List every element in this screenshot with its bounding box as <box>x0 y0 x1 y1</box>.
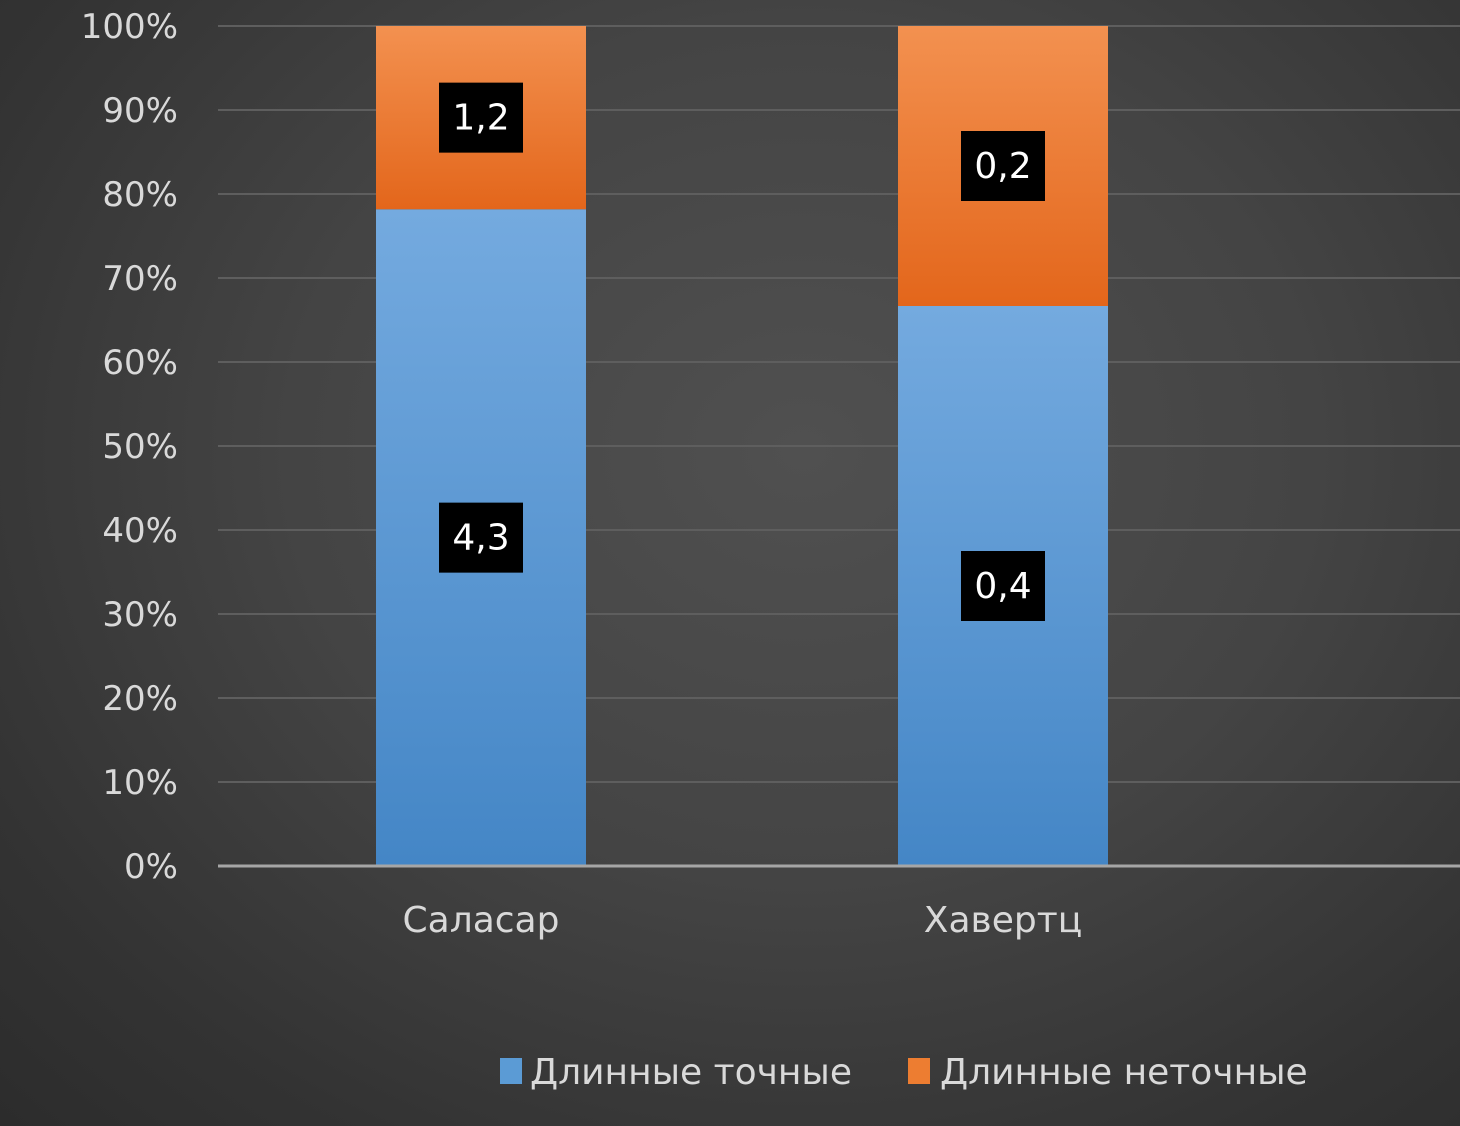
y-tick-label: 80% <box>102 175 178 215</box>
y-tick-label: 30% <box>102 595 178 635</box>
y-tick-label: 100% <box>81 7 178 47</box>
legend-swatch <box>908 1058 930 1084</box>
data-label: 1,2 <box>439 82 523 153</box>
y-axis: 0% 10% 20% 30% 40% 50% 60% 70% 80% 90% 100% <box>81 7 178 887</box>
x-axis: Саласар Хавертц <box>218 864 1460 941</box>
x-category-label: Саласар <box>403 900 560 941</box>
data-label-text: 0,2 <box>974 146 1031 187</box>
legend-item: Длинные неточные <box>908 1052 1308 1093</box>
y-tick-label: 50% <box>102 427 178 467</box>
y-tick-label: 40% <box>102 511 178 551</box>
data-label-text: 0,4 <box>974 566 1031 607</box>
data-label-box <box>439 82 523 153</box>
legend: Длинные точные Длинные неточные <box>500 1052 1308 1093</box>
data-label-box <box>961 551 1045 621</box>
data-label-text: 4,3 <box>452 518 509 559</box>
x-category-label: Хавертц <box>924 900 1082 941</box>
y-tick-label: 70% <box>102 259 178 299</box>
y-tick-label: 60% <box>102 343 178 383</box>
data-label: 4,3 <box>439 502 523 573</box>
legend-label: Длинные точные <box>530 1052 852 1093</box>
data-label: 0,2 <box>961 131 1045 201</box>
y-tick-label: 90% <box>102 91 178 131</box>
legend-swatch <box>500 1058 522 1084</box>
data-label-text: 1,2 <box>452 98 509 139</box>
data-label-box <box>439 502 523 573</box>
legend-label: Длинные неточные <box>940 1052 1308 1093</box>
data-label-box <box>961 131 1045 201</box>
legend-item: Длинные точные <box>500 1052 852 1093</box>
data-labels: 4,3 1,2 0,4 0,2 <box>439 82 1045 621</box>
data-label: 0,4 <box>961 551 1045 621</box>
y-tick-label: 0% <box>124 847 178 887</box>
y-tick-label: 20% <box>102 679 178 719</box>
y-tick-label: 10% <box>102 763 178 803</box>
